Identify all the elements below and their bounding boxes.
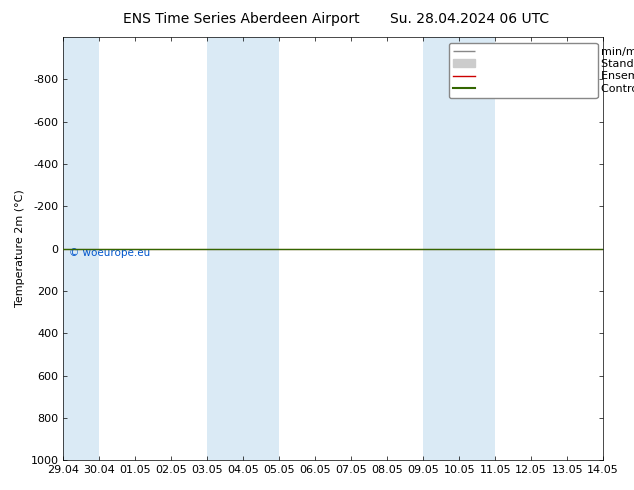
Bar: [459, 37, 495, 460]
Bar: [207, 37, 243, 460]
Text: ENS Time Series Aberdeen Airport: ENS Time Series Aberdeen Airport: [122, 12, 359, 26]
Text: © woeurope.eu: © woeurope.eu: [69, 248, 150, 258]
Legend: min/max, Standard deviation, Ensemble mean run, Controll run: min/max, Standard deviation, Ensemble me…: [449, 43, 598, 98]
Bar: [63, 37, 100, 460]
Text: Su. 28.04.2024 06 UTC: Su. 28.04.2024 06 UTC: [390, 12, 548, 26]
Bar: [424, 37, 459, 460]
Y-axis label: Temperature 2m (°C): Temperature 2m (°C): [15, 190, 25, 307]
Bar: [243, 37, 280, 460]
